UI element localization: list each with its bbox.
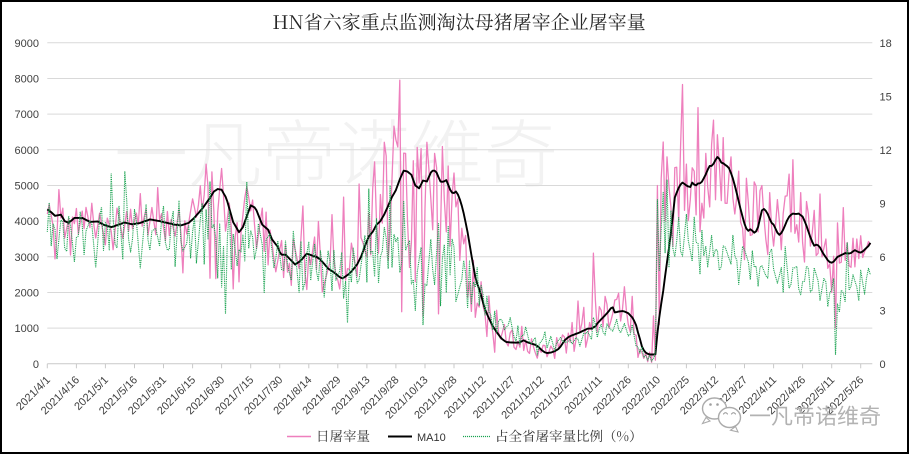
svg-text:12: 12 bbox=[880, 145, 892, 157]
svg-text:7000: 7000 bbox=[15, 109, 39, 121]
svg-text:MA10: MA10 bbox=[417, 432, 446, 444]
svg-text:0: 0 bbox=[880, 359, 886, 371]
svg-text:1000: 1000 bbox=[15, 323, 39, 335]
svg-text:9000: 9000 bbox=[15, 38, 39, 50]
svg-text:3: 3 bbox=[880, 305, 886, 317]
svg-text:6: 6 bbox=[880, 252, 886, 264]
svg-text:9: 9 bbox=[880, 198, 886, 210]
svg-text:18: 18 bbox=[880, 38, 892, 50]
svg-text:8000: 8000 bbox=[15, 74, 39, 86]
svg-text:2000: 2000 bbox=[15, 288, 39, 300]
svg-text:5000: 5000 bbox=[15, 181, 39, 193]
svg-text:6000: 6000 bbox=[15, 145, 39, 157]
svg-text:15: 15 bbox=[880, 91, 892, 103]
svg-text:4000: 4000 bbox=[15, 216, 39, 228]
svg-text:0: 0 bbox=[33, 359, 39, 371]
svg-text:3000: 3000 bbox=[15, 252, 39, 264]
